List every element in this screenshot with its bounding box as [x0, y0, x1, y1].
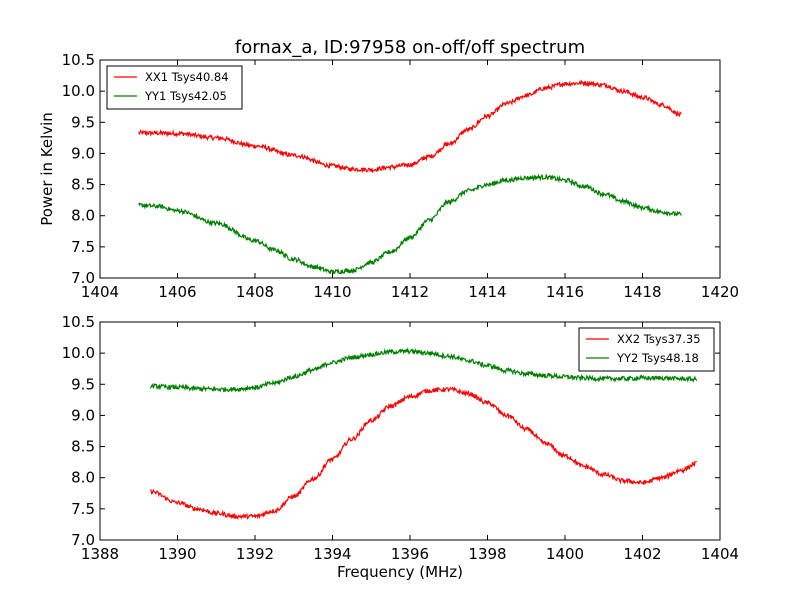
legend-box — [106, 65, 243, 110]
y-tick-label: 7.0 — [71, 269, 95, 287]
x-axis-label: Frequency (MHz) — [337, 563, 463, 581]
x-tick-label: 1416 — [546, 283, 584, 301]
legend-label: YY2 Tsys48.18 — [616, 351, 699, 365]
x-tick-label: 1388 — [81, 545, 119, 563]
x-tick-label: 1390 — [158, 545, 196, 563]
y-axis-label: Power in Kelvin — [38, 112, 56, 226]
subplot-2: 1388 1390 1392 1394 1396 1398 1400 1402 1404 7.0 7… — [62, 313, 740, 581]
legend-box — [578, 327, 715, 372]
y-tick-label: 9.0 — [71, 144, 95, 162]
legend-label: YY1 Tsys42.05 — [144, 89, 227, 103]
x-tick-label: 1404 — [701, 545, 739, 563]
series-line-yy1 — [138, 173, 682, 276]
x-tick-label: 1400 — [546, 545, 584, 563]
x-tick-label: 1406 — [158, 283, 196, 301]
y-tick-label: 10.0 — [62, 82, 95, 100]
legend-label: XX2 Tsys37.35 — [617, 332, 701, 346]
x-tick-label: 1410 — [313, 283, 351, 301]
chart-title: fornax_a, ID:97958 on-off/off spectrum — [235, 37, 585, 58]
x-tick-label: 1414 — [468, 283, 506, 301]
series-group — [149, 347, 698, 521]
legend: XX2 Tsys37.35 YY2 Tsys48.18 — [578, 327, 715, 372]
series-line-xx1 — [138, 79, 682, 174]
y-tick-label: 7.0 — [71, 531, 95, 549]
legend: XX1 Tsys40.84 YY1 Tsys42.05 — [106, 65, 243, 110]
x-tick-label: 1408 — [236, 283, 274, 301]
y-tick-label: 8.5 — [71, 438, 95, 456]
y-tick-label: 10.5 — [62, 51, 95, 69]
x-tick-label: 1412 — [391, 283, 429, 301]
x-tick-label: 1402 — [623, 545, 661, 563]
x-tick-label: 1398 — [468, 545, 506, 563]
y-tick-label: 7.5 — [71, 238, 95, 256]
y-tick-label: 10.0 — [62, 344, 95, 362]
y-tick-label: 10.5 — [62, 313, 95, 331]
y-tick-label: 8.0 — [71, 207, 95, 225]
series-line-yy2 — [149, 347, 698, 393]
x-tick-label: 1418 — [623, 283, 661, 301]
x-tick-label: 1394 — [313, 545, 351, 563]
x-tick-label: 1420 — [701, 283, 739, 301]
x-tick-label: 1392 — [236, 545, 274, 563]
x-tick-label: 1404 — [81, 283, 119, 301]
series-line-xx2 — [150, 386, 698, 521]
y-tick-label: 9.0 — [71, 406, 95, 424]
y-tick-label: 9.5 — [71, 113, 95, 131]
subplot-1: 1404 1406 1408 1410 1412 1414 1416 1418 1420 7.0 7… — [38, 51, 739, 301]
x-tick-label: 1396 — [391, 545, 429, 563]
y-tick-label: 7.5 — [71, 500, 95, 518]
y-tick-label: 8.5 — [71, 176, 95, 194]
y-tick-label: 9.5 — [71, 375, 95, 393]
y-tick-label: 8.0 — [71, 469, 95, 487]
series-group — [138, 79, 682, 276]
legend-label: XX1 Tsys40.84 — [145, 70, 229, 84]
